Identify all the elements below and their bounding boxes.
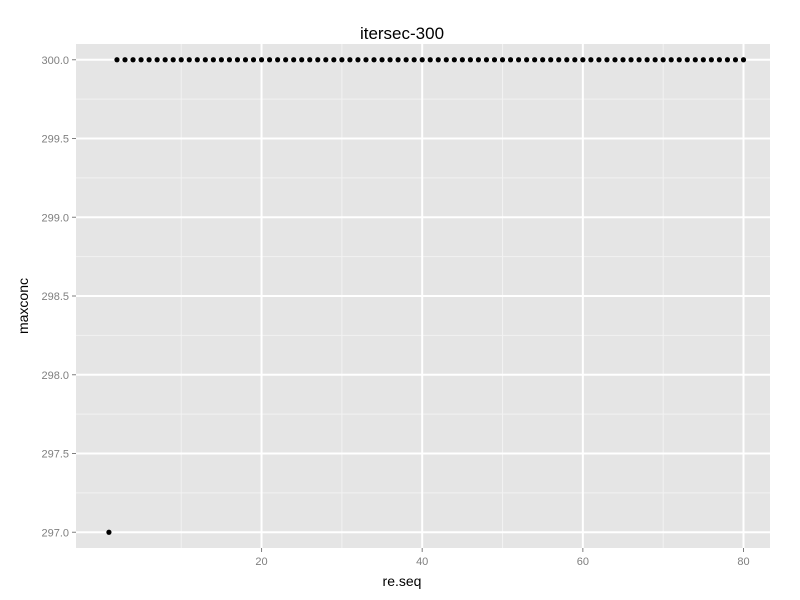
data-point: [732, 57, 739, 63]
data-point: [532, 57, 538, 63]
data-point: [467, 57, 473, 63]
data-point: [339, 57, 345, 63]
data-point: [459, 57, 465, 63]
data-point: [419, 57, 425, 63]
x-tick-label: 80: [737, 556, 749, 568]
data-point: [299, 57, 305, 63]
data-point: [379, 57, 385, 63]
data-points: [106, 57, 747, 535]
data-point: [202, 57, 208, 63]
x-tick-label: 20: [255, 556, 267, 568]
data-point: [620, 57, 626, 63]
data-point: [612, 57, 618, 63]
data-point: [275, 57, 281, 63]
major-gridlines: [76, 44, 770, 548]
data-point: [443, 57, 449, 63]
data-point: [194, 57, 200, 63]
data-point: [660, 57, 666, 63]
data-point: [475, 57, 482, 63]
y-axis-title: maxconc: [15, 278, 31, 334]
data-point: [307, 57, 313, 63]
data-point: [724, 57, 731, 63]
data-point: [740, 57, 747, 63]
data-point: [347, 57, 353, 63]
data-point: [588, 57, 594, 63]
data-point: [435, 57, 441, 63]
data-point: [242, 57, 249, 63]
data-point: [499, 57, 506, 63]
data-point: [106, 529, 112, 535]
data-point: [580, 57, 586, 63]
x-tick-label: 60: [577, 556, 589, 568]
data-point: [483, 57, 490, 63]
y-axis-ticks: 297.0 297.5 298.0 298.5 299.0 299.5 300.0: [41, 55, 76, 539]
chart-title: itersec-300: [360, 24, 444, 43]
data-point: [114, 57, 120, 63]
data-point: [507, 57, 514, 63]
y-tick-label: 297.0: [41, 527, 69, 539]
data-point: [186, 57, 192, 63]
data-point: [266, 57, 273, 63]
data-point: [226, 57, 233, 63]
data-point: [411, 57, 417, 63]
data-point: [130, 57, 136, 63]
data-point: [218, 57, 224, 63]
x-axis-title: re.seq: [383, 573, 422, 589]
y-tick-label: 300.0: [41, 55, 69, 67]
data-point: [258, 57, 265, 63]
data-point: [451, 57, 457, 63]
data-point: [162, 57, 168, 63]
data-point: [700, 57, 706, 63]
data-point: [716, 57, 722, 63]
data-point: [427, 57, 433, 63]
data-point: [283, 57, 289, 63]
data-point: [515, 57, 522, 63]
data-point: [540, 57, 546, 63]
data-point: [604, 57, 610, 63]
data-point: [371, 57, 377, 63]
y-tick-label: 297.5: [41, 449, 69, 461]
data-point: [395, 57, 401, 63]
data-point: [628, 57, 634, 63]
data-point: [291, 57, 297, 63]
data-point: [178, 57, 184, 63]
data-point: [234, 57, 241, 63]
data-point: [355, 57, 361, 63]
y-tick-label: 299.5: [41, 134, 69, 146]
data-point: [564, 57, 570, 63]
y-tick-label: 298.0: [41, 370, 69, 382]
data-point: [684, 57, 690, 63]
x-tick-label: 40: [416, 556, 428, 568]
data-point: [210, 57, 216, 63]
data-point: [315, 57, 321, 63]
data-point: [644, 57, 650, 63]
data-point: [491, 57, 498, 63]
data-point: [596, 57, 602, 63]
data-point: [146, 57, 152, 63]
data-point: [122, 57, 128, 63]
data-point: [323, 57, 329, 63]
y-tick-label: 299.0: [41, 212, 69, 224]
data-point: [572, 57, 578, 63]
data-point: [331, 57, 337, 63]
data-point: [556, 57, 562, 63]
data-point: [548, 57, 554, 63]
data-point: [652, 57, 658, 63]
data-point: [138, 57, 144, 63]
data-point: [676, 57, 682, 63]
data-point: [154, 57, 160, 63]
data-point: [170, 57, 176, 63]
data-point: [636, 57, 642, 63]
data-point: [692, 57, 698, 63]
data-point: [524, 57, 530, 63]
data-point: [250, 57, 257, 63]
y-tick-label: 298.5: [41, 291, 69, 303]
data-point: [668, 57, 674, 63]
x-axis-ticks: 20 40 60 80: [255, 548, 750, 568]
data-point: [403, 57, 409, 63]
data-point: [708, 57, 714, 63]
data-point: [363, 57, 369, 63]
data-point: [387, 57, 393, 63]
